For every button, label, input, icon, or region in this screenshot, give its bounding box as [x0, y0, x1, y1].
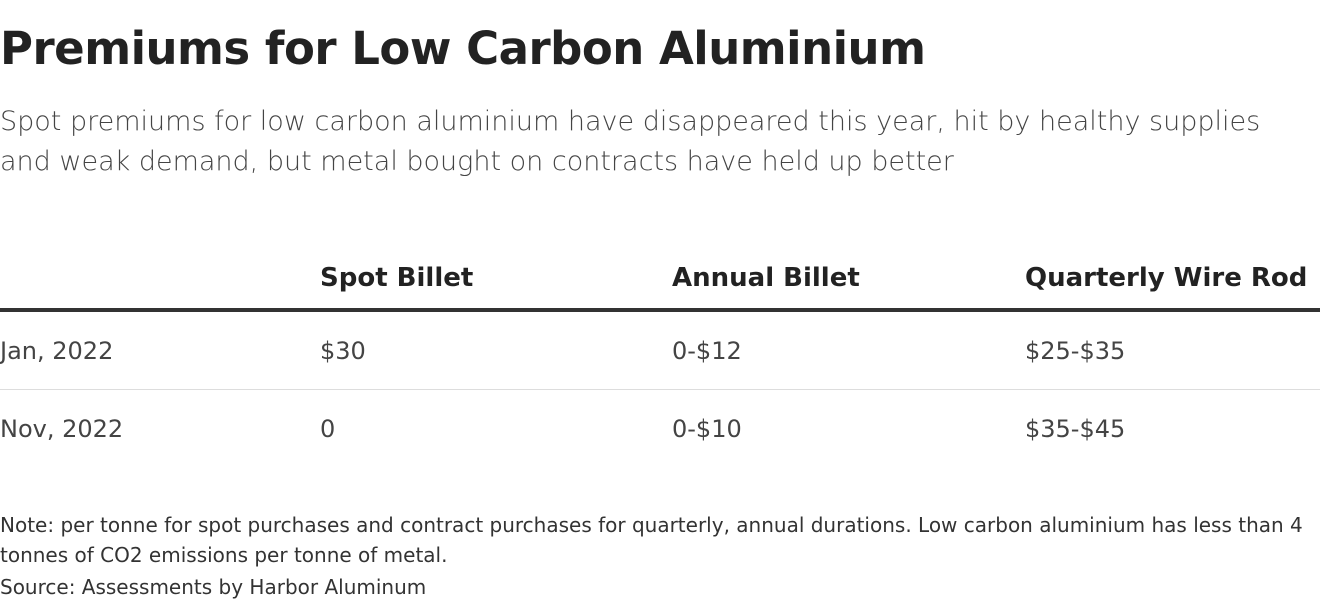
column-header: Quarterly Wire Rod	[1025, 248, 1320, 312]
header-row: Spot Billet Annual Billet Quarterly Wire R…	[0, 248, 1320, 312]
table-row: Jan, 2022 $30 0-$12 $25-$35	[0, 310, 1320, 390]
column-header	[0, 248, 320, 312]
table-cell: $35-$45	[1025, 414, 1126, 443]
table-cell: Jan, 2022	[0, 310, 320, 390]
table-cell: 0-$12	[672, 310, 1025, 390]
table-cell: Nov, 2022	[0, 414, 124, 443]
title: Premiums for Low Carbon Aluminium	[0, 22, 926, 75]
note: Note: per tonne for spot purchases and c…	[0, 513, 1303, 567]
table-cell: $30	[320, 310, 672, 390]
column-header: Annual Billet	[672, 248, 1025, 312]
table-cell: $25-$35	[1025, 310, 1320, 390]
table-body: Jan, 2022 $30 0-$12 $25-$35 Nov, 2022 0 0-$10 $…	[0, 310, 1320, 467]
subtitle: Spot premiums for low carbon aluminium h…	[0, 106, 1261, 177]
source: Source: Assessments by Harbor Aluminum	[0, 575, 427, 599]
table-cell: 0	[320, 414, 336, 443]
column-header: Spot Billet	[320, 248, 672, 312]
table-cell: 0-$10	[672, 414, 742, 443]
table-row: Nov, 2022 0 0-$10 $35-$45	[0, 390, 1320, 468]
data-table: Spot Billet Annual Billet Quarterly Wire R…	[0, 248, 1320, 467]
